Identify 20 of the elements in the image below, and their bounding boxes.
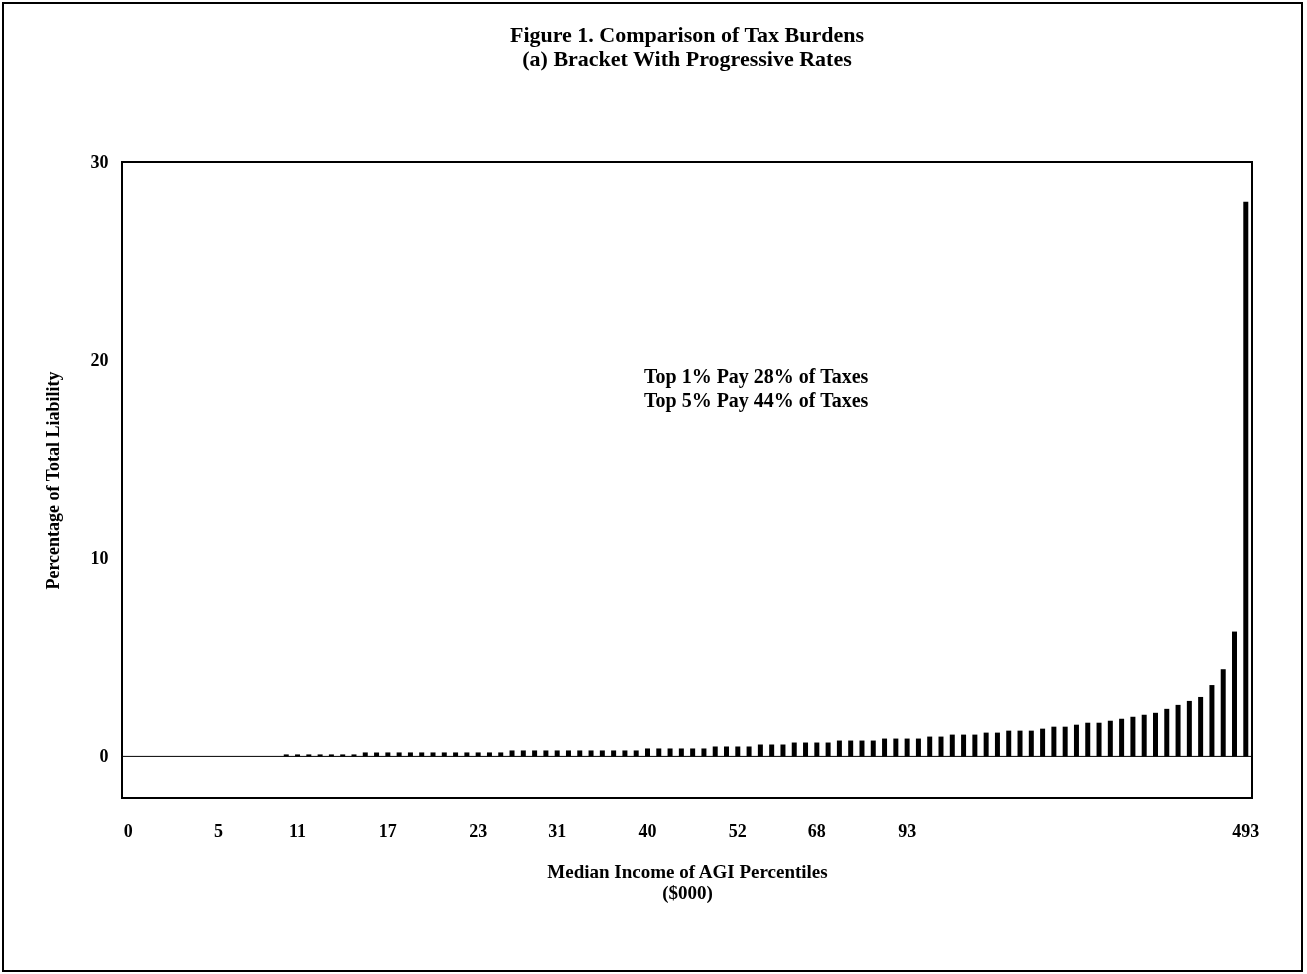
x-tick-label: 5 [214, 820, 224, 841]
x-tick-label: 40 [638, 820, 657, 841]
x-tick-label: 493 [1232, 820, 1260, 841]
y-tick-label: 30 [90, 151, 109, 172]
x-axis-title: Median Income of AGI Percentiles ($000) [547, 860, 828, 904]
x-tick-label: 31 [548, 820, 567, 841]
x-tick-label: 11 [289, 820, 307, 841]
x-tick-label: 52 [728, 820, 747, 841]
y-tick-label: 0 [99, 745, 109, 766]
x-tick-label: 23 [469, 820, 488, 841]
annotation: Top 1% Pay 28% of Taxes Top 5% Pay 44% of Taxes [644, 365, 869, 412]
chart-title: Figure 1. Comparison of Tax Burdens [509, 22, 865, 47]
y-tick-label: 10 [90, 547, 109, 568]
chart-subtitle: (a) Bracket With Progressive Rates [522, 46, 853, 71]
y-axis-title: Percentage of Total Liability [42, 371, 63, 590]
y-tick-label: 20 [90, 349, 109, 370]
x-tick-label: 0 [123, 820, 133, 841]
x-tick-label: 17 [378, 820, 397, 841]
x-tick-label: 68 [807, 820, 826, 841]
x-tick-label: 93 [898, 820, 917, 841]
